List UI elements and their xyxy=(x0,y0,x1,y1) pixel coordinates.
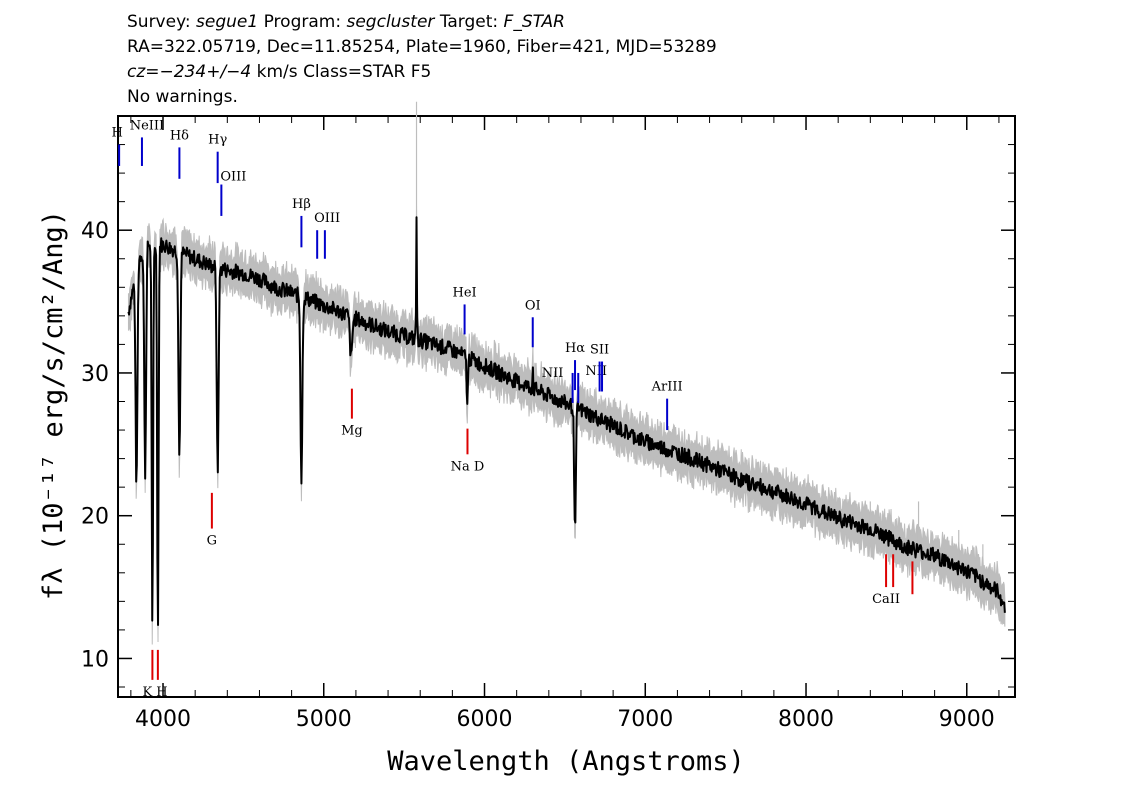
program-label: Program: xyxy=(263,12,342,32)
x-tick-label: 6000 xyxy=(457,707,513,732)
emission-line-label: SII xyxy=(590,343,609,358)
absorption-line-label: Mg xyxy=(341,424,363,439)
plot-frame xyxy=(117,115,1016,698)
y-tick-label: 10 xyxy=(81,647,109,672)
x-tick-label: 5000 xyxy=(296,707,352,732)
x-tick-label: 8000 xyxy=(778,707,834,732)
emission-line-label: ArIII xyxy=(651,380,683,395)
emission-line-label: OI xyxy=(525,298,541,313)
class-value: Class=STAR F5 xyxy=(303,62,432,82)
emission-line-label: NII xyxy=(585,364,607,379)
flux-series xyxy=(127,216,1006,626)
header-line-3: cz=−234+/−4 km/s Class=STAR F5 xyxy=(127,61,431,83)
header-line-1: Survey: segue1 Program: segcluster Targe… xyxy=(127,11,565,33)
y-tick-label: 40 xyxy=(81,219,109,244)
y-tick-label: 20 xyxy=(81,505,109,530)
survey-label: Survey: xyxy=(127,12,191,32)
emission-line-label: Hγ xyxy=(208,133,227,148)
emission-line-label: OIII xyxy=(314,211,340,226)
emission-line-label: Hα xyxy=(565,341,585,356)
emission-line-label: H xyxy=(111,126,122,141)
cz-unit: km/s xyxy=(256,62,298,82)
absorption-line-label: Na D xyxy=(451,459,485,474)
target-value: F_STAR xyxy=(503,12,565,32)
emission-line-label: OIII xyxy=(220,170,246,185)
error-series xyxy=(127,101,1006,645)
program-value: segcluster xyxy=(346,12,435,32)
x-tick-label: 4000 xyxy=(135,707,191,732)
survey-value: segue1 xyxy=(196,12,259,32)
y-axis-title: fλ (10⁻¹⁷ erg/s/cm²/Ang) xyxy=(38,210,69,600)
absorption-line-label: G xyxy=(207,534,217,549)
emission-line-label: Hβ xyxy=(292,197,311,212)
cz-value: −234+/−4 xyxy=(159,62,252,82)
absorption-line-label: K xyxy=(143,685,153,700)
error-band xyxy=(127,205,1006,645)
x-tick-label: 9000 xyxy=(939,707,995,732)
header-line-2: RA=322.05719, Dec=11.85254, Plate=1960, … xyxy=(127,37,717,57)
absorption-line-label: CaII xyxy=(872,592,900,607)
absorption-line-label: H xyxy=(156,685,167,700)
x-tick-label: 7000 xyxy=(617,707,673,732)
emission-line-label: HeI xyxy=(452,285,476,300)
x-axis-title: Wavelength (Angstroms) xyxy=(387,746,745,777)
axis-ticks: 4000 5000 6000 7000 8000 9000 10 20 30 40 xyxy=(81,116,1015,732)
emission-line-label: Hδ xyxy=(170,128,189,143)
header-line-4: No warnings. xyxy=(127,87,238,107)
target-label: Target: xyxy=(439,12,499,32)
emission-line-label: NII xyxy=(542,366,564,381)
emission-line-label: NeIII xyxy=(130,118,164,133)
cz-label: cz= xyxy=(127,62,160,82)
flux-line xyxy=(127,216,1006,626)
y-tick-label: 30 xyxy=(81,362,109,387)
